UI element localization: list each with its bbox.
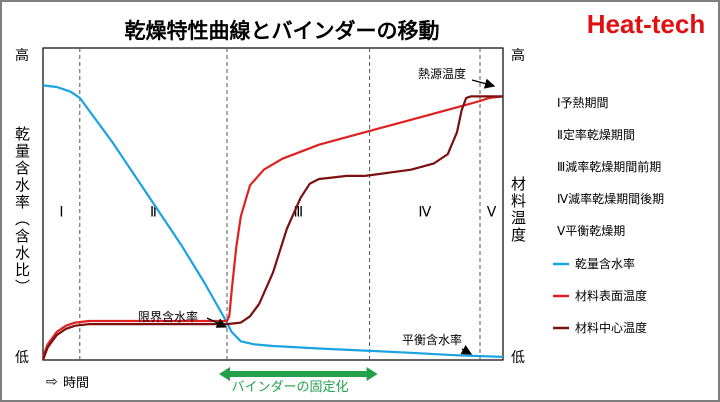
brand-logo: Heat-tech (587, 9, 705, 39)
period-legend-item-5: Ⅴ平衡乾燥期 (557, 224, 625, 238)
critical-moisture-arrow (206, 317, 228, 328)
equilibrium-moisture-arrow (460, 345, 473, 355)
period-label-4: Ⅳ (418, 204, 431, 220)
binder-fixation-arrow (219, 367, 378, 381)
binder-fixation-label: バインダーの固定化 (231, 380, 348, 395)
period-legend-item-2: Ⅱ定率乾燥期間 (557, 127, 635, 142)
x-axis-label: 時間 (63, 376, 89, 391)
surface-temperature-line (41, 95, 504, 358)
right-axis-top: 高 (511, 47, 525, 64)
binder-arrow-head-right (366, 367, 378, 381)
right-axis-bottom: 低 (511, 350, 525, 366)
period-legend-item-1: Ⅰ予熱期間 (557, 96, 609, 110)
heat-source-arrow (471, 78, 496, 89)
right-axis-label: 材料温度 (509, 176, 527, 244)
period-labels: Ⅰ Ⅱ Ⅲ Ⅳ Ⅴ (59, 204, 496, 220)
legend-label-2: 材料表面温度 (575, 288, 647, 303)
x-axis-arrow: ⇨ (46, 374, 58, 390)
period-boundaries (79, 48, 481, 360)
series-lines (41, 84, 504, 361)
center-temperature-line (41, 95, 503, 361)
equilibrium-moisture-label: 平衡含水率 (402, 332, 462, 347)
left-axis-top: 高 (15, 47, 29, 64)
heat-source-label: 熱源温度 (418, 66, 466, 81)
legend: Ⅰ予熱期間 Ⅱ定率乾燥期間 Ⅲ減率乾燥期間前期 Ⅳ減率乾燥期間後期 Ⅴ平衡乾燥期乾量含水… (553, 96, 664, 335)
period-label-1: Ⅰ (59, 204, 63, 220)
binder-arrow-head-left (219, 367, 230, 381)
period-label-3: Ⅲ (293, 204, 303, 220)
legend-label-3: 材料中心温度 (575, 320, 647, 335)
critical-moisture-label: 限界含水率 (138, 309, 198, 324)
left-axis-label: 乾量含水率（含水比） (13, 126, 31, 296)
period-label-5: Ⅴ (487, 204, 497, 220)
period-label-2: Ⅱ (150, 204, 157, 220)
legend-label-1: 乾量含水率 (575, 256, 635, 271)
chart-title: 乾燥特性曲線とバインダーの移動 (125, 19, 440, 43)
plot-area (42, 47, 504, 361)
period-legend-item-3: Ⅲ減率乾燥期間前期 (557, 159, 661, 174)
period-legend-item-4: Ⅳ減率乾燥期間後期 (557, 191, 664, 206)
left-axis-bottom: 低 (15, 350, 29, 366)
moisture-content-line (42, 84, 504, 358)
